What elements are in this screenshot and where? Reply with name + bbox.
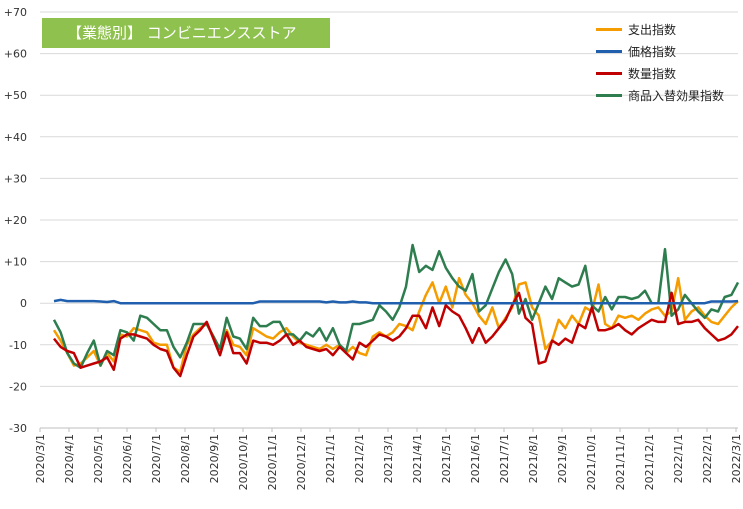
legend: 支出指数 価格指数 数量指数 商品入替効果指数	[596, 18, 724, 106]
y-tick-label: +40	[4, 131, 27, 144]
x-tick-label: 2021/6/1	[469, 434, 482, 483]
legend-label: 支出指数	[628, 22, 677, 37]
x-tick-label: 2021/12/1	[643, 434, 656, 490]
x-tick-label: 2022/1/1	[672, 434, 685, 483]
x-tick-label: 2020/7/1	[150, 434, 163, 483]
x-tick-label: 2021/8/1	[527, 434, 540, 483]
x-tick-label: 2021/1/1	[324, 434, 337, 483]
y-tick-label: +60	[4, 48, 27, 61]
legend-item-replacement: 商品入替効果指数	[596, 84, 724, 106]
x-tick-label: 2020/9/1	[208, 434, 221, 483]
legend-swatch	[596, 27, 622, 31]
x-tick-label: 2020/11/1	[266, 434, 279, 490]
x-tick-label: 2020/10/1	[237, 434, 250, 490]
x-tick-label: 2020/8/1	[179, 434, 192, 483]
y-axis-ticks: +70 +60 +50 +40 +30 +20 +10 0 -10 -20 -30	[4, 6, 27, 435]
x-tick-label: 2021/9/1	[556, 434, 569, 483]
series-line-0	[52, 276, 739, 374]
y-tick-label: +20	[4, 214, 27, 227]
y-tick-label: -20	[9, 380, 27, 393]
legend-item-spending: 支出指数	[596, 18, 724, 40]
x-tick-label: 2022/2/1	[701, 434, 714, 483]
legend-label: 価格指数	[628, 44, 677, 59]
legend-item-quantity: 数量指数	[596, 62, 724, 84]
y-tick-label: +10	[4, 256, 27, 269]
legend-swatch	[596, 71, 622, 75]
y-tick-label: +30	[4, 172, 27, 185]
series-line-3	[52, 243, 740, 369]
legend-swatch	[596, 49, 622, 53]
x-tick-label: 2021/7/1	[498, 434, 511, 483]
x-tick-label: 2020/5/1	[92, 434, 105, 483]
legend-label: 数量指数	[628, 66, 677, 81]
x-tick-label: 2021/11/1	[614, 434, 627, 490]
x-tick-label: 2021/4/1	[411, 434, 424, 483]
x-tick-label: 2020/12/1	[295, 434, 308, 490]
x-axis-ticks: 2020/3/1 2020/4/1 2020/5/1 2020/6/1 2020/7/1…	[34, 428, 743, 490]
x-tick-label: 2020/4/1	[63, 434, 76, 483]
series-line-1	[53, 298, 739, 305]
x-tick-label: 2020/6/1	[121, 434, 134, 483]
x-tick-label: 2020/3/1	[34, 434, 47, 483]
series-lines	[52, 243, 740, 378]
legend-item-price: 価格指数	[596, 40, 724, 62]
legend-label: 商品入替効果指数	[628, 88, 725, 103]
x-tick-label: 2022/3/1	[730, 434, 743, 483]
x-tick-label: 2021/10/1	[585, 434, 598, 490]
y-tick-label: 0	[20, 297, 27, 310]
y-tick-label: +70	[4, 6, 27, 19]
x-tick-label: 2021/2/1	[353, 434, 366, 483]
legend-swatch	[596, 93, 622, 97]
y-tick-label: -30	[9, 422, 27, 435]
series-line-2	[53, 291, 739, 378]
x-tick-label: 2021/5/1	[440, 434, 453, 483]
y-tick-label: -10	[9, 339, 27, 352]
x-tick-label: 2021/3/1	[382, 434, 395, 483]
y-tick-label: +50	[4, 89, 27, 102]
chart-title: 【業態別】 コンビニエンスストア	[42, 18, 330, 48]
